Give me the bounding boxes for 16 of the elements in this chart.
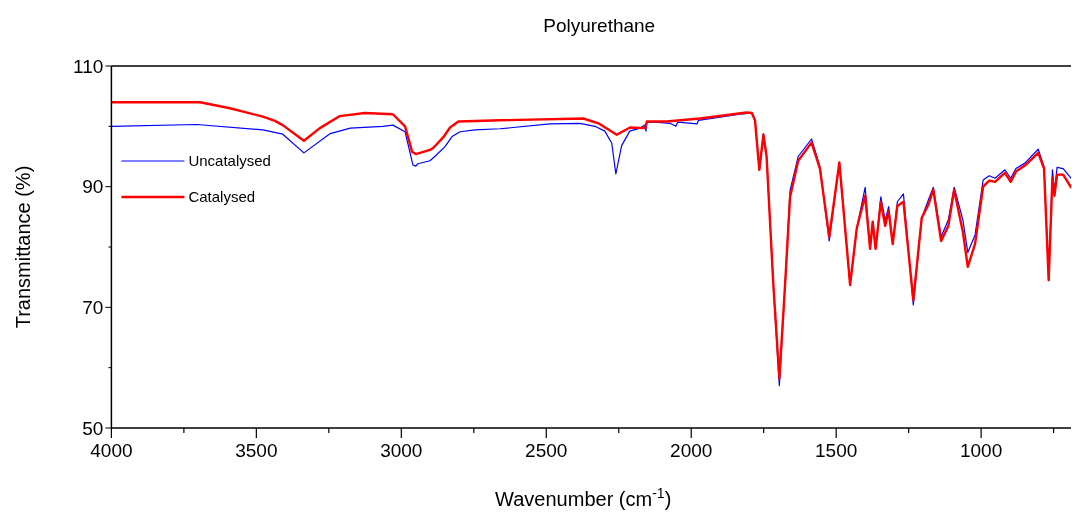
chart-title: Polyurethane bbox=[543, 15, 656, 36]
x-tick-label: 3000 bbox=[380, 440, 423, 461]
y-axis-title: Transmittance (%) bbox=[12, 165, 34, 329]
y-tick-label: 50 bbox=[82, 417, 104, 439]
x-tick-label: 1000 bbox=[959, 440, 1003, 461]
y-tick-label: 70 bbox=[82, 296, 104, 318]
x-tick-label: 3500 bbox=[235, 440, 278, 461]
x-tick-label: 1500 bbox=[815, 440, 858, 461]
x-tick-label: 2500 bbox=[525, 440, 568, 461]
x-tick-label: 4000 bbox=[90, 440, 133, 461]
legend-label: Catalysed bbox=[188, 188, 256, 206]
y-tick-label: 90 bbox=[82, 176, 104, 198]
legend-label: Uncatalysed bbox=[188, 152, 271, 170]
x-tick-label: 2000 bbox=[670, 440, 713, 461]
x-axis-title: Wavenumber (cm$^{-1}$) bbox=[495, 485, 672, 510]
y-tick-label: 110 bbox=[73, 55, 104, 77]
